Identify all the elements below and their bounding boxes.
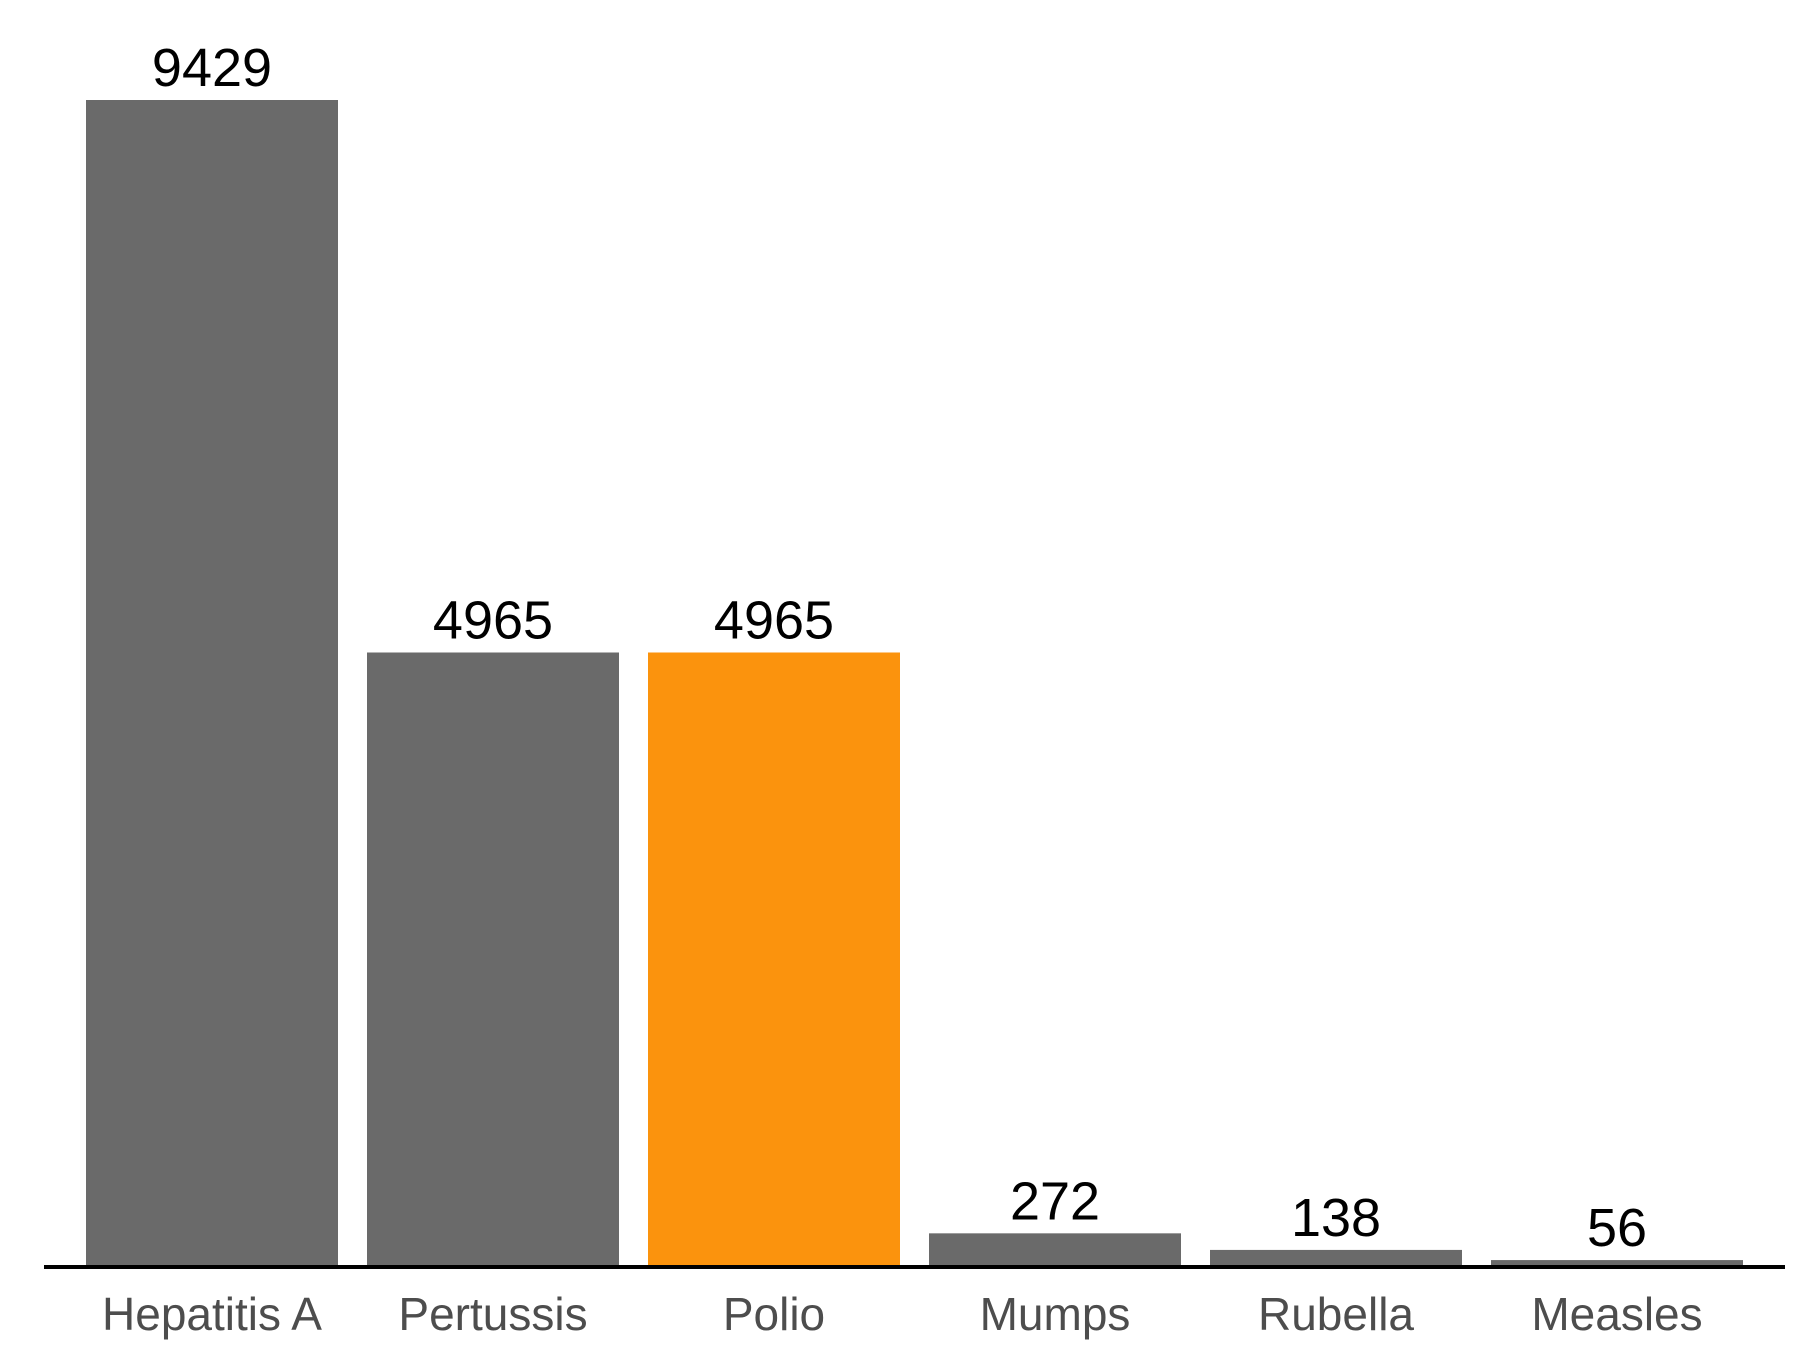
bar-polio — [648, 652, 900, 1267]
data-label-measles: 56 — [1587, 1198, 1647, 1258]
bars-group — [86, 100, 1743, 1267]
data-label-polio: 4965 — [714, 590, 834, 650]
bar-mumps — [929, 1233, 1181, 1267]
x-tick-label-polio: Polio — [723, 1288, 825, 1340]
x-tick-label-measles: Measles — [1531, 1288, 1702, 1340]
bar-pertussis — [367, 652, 619, 1267]
data-labels-group: 9429 4965 4965 272 138 56 — [152, 38, 1647, 1258]
bar-hepatitis-a — [86, 100, 338, 1267]
data-label-rubella: 138 — [1291, 1188, 1381, 1248]
x-tick-label-pertussis: Pertussis — [398, 1288, 587, 1340]
x-tick-label-rubella: Rubella — [1258, 1288, 1414, 1340]
x-tick-labels-group: Hepatitis A Pertussis Polio Mumps Rubella Mea… — [102, 1288, 1703, 1340]
data-label-hepatitis-a: 9429 — [152, 38, 272, 98]
data-label-pertussis: 4965 — [433, 590, 553, 650]
bar-rubella — [1210, 1249, 1462, 1267]
bar-measles — [1491, 1260, 1743, 1267]
x-tick-label-hepatitis-a: Hepatitis A — [102, 1288, 322, 1340]
data-label-mumps: 272 — [1010, 1171, 1100, 1231]
x-tick-label-mumps: Mumps — [980, 1288, 1131, 1340]
